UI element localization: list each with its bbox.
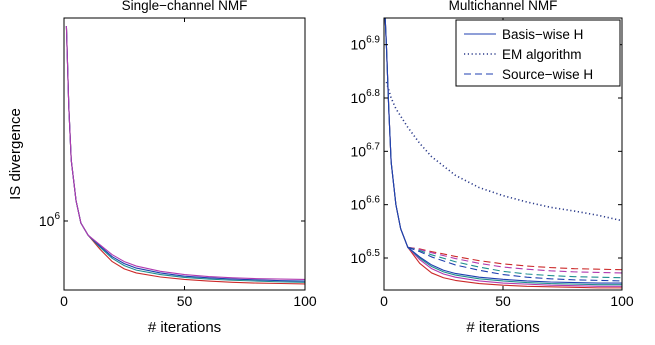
legend-label-0: Basis−wise H — [502, 27, 583, 42]
y-tick-label: 106.9 — [351, 35, 381, 53]
x-tick-label: 0 — [60, 293, 68, 309]
y-tick-label: 106.5 — [351, 248, 381, 266]
series-group — [65, 26, 305, 285]
series-group — [384, 18, 622, 289]
x-tick-label: 100 — [610, 293, 634, 309]
y-tick-label: 106.6 — [351, 195, 381, 213]
x-tick-label: 50 — [495, 293, 511, 309]
chart-title: Multichannel NMF — [449, 0, 558, 13]
x-tick-label: 50 — [177, 293, 193, 309]
series-line-3 — [65, 26, 305, 280]
series-line-8 — [384, 18, 622, 284]
x-tick-label: 0 — [380, 293, 388, 309]
series-line-4 — [407, 246, 622, 282]
y-tick-label: 106.8 — [351, 88, 381, 106]
series-line-0 — [385, 81, 622, 222]
series-line-2 — [65, 26, 305, 282]
legend-label-2: Source−wise H — [502, 67, 593, 82]
chart-title: Single−channel NMF — [122, 0, 248, 13]
y-tick-label: 106.7 — [351, 141, 381, 159]
legend: Basis−wise H EM algorithm Source−wise H — [455, 19, 621, 87]
y-tick-label: 106 — [39, 211, 61, 229]
series-line-2 — [407, 246, 622, 274]
legend-box — [455, 19, 621, 87]
series-line-1 — [65, 26, 305, 283]
series-line-3 — [407, 246, 622, 279]
panel-multichannel: Multichannel NMF # iterations 0 50 100 106.5 1… — [351, 0, 634, 336]
series-line-1 — [407, 246, 622, 271]
x-axis-label: # iterations — [148, 319, 221, 336]
series-line-0 — [65, 26, 305, 285]
x-tick-label: 100 — [293, 293, 317, 309]
legend-label-1: EM algorithm — [502, 47, 582, 62]
y-axis-label: IS divergence — [7, 108, 24, 200]
x-axis-label: # iterations — [466, 319, 539, 336]
panel-single-channel: Single−channel NMF # iterations IS diverge… — [7, 0, 317, 336]
